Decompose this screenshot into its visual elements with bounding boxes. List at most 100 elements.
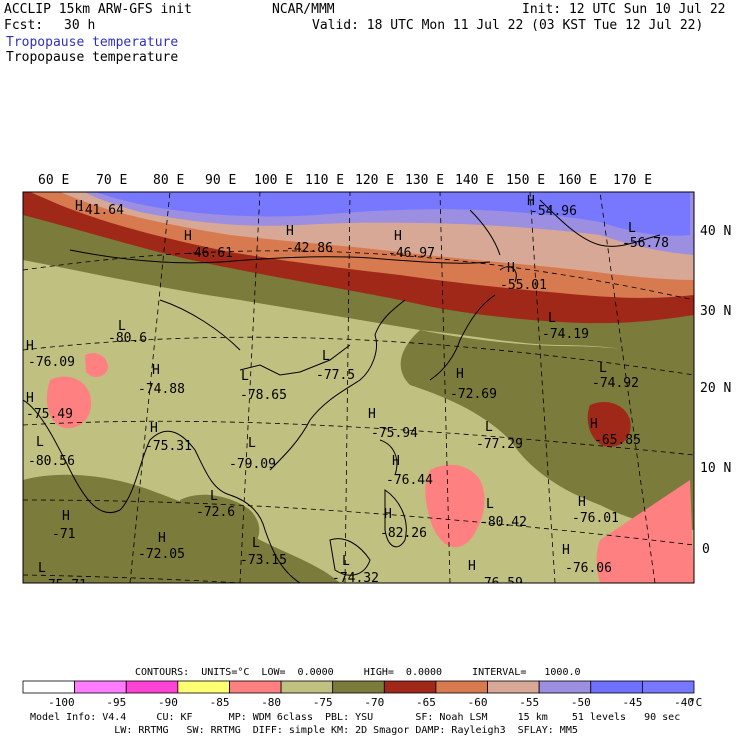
hl-value: -71 bbox=[52, 527, 75, 542]
legend-tick-label: -40 bbox=[674, 696, 694, 709]
hl-value: -76.09 bbox=[28, 355, 75, 370]
legend-tick-label: -95 bbox=[106, 696, 126, 709]
legend-swatch bbox=[538, 680, 592, 694]
lon-label: 80 E bbox=[153, 173, 184, 188]
high-low-markers: H -41.64 H -46.61 H -42.86 H -46.97 H -5… bbox=[26, 194, 669, 593]
hl-mark: L bbox=[486, 497, 494, 512]
lat-label: 10 N bbox=[700, 461, 731, 476]
longitude-labels: 60 E 70 E 80 E 90 E 100 E 110 E 120 E 13… bbox=[38, 173, 652, 188]
legend-swatch bbox=[383, 680, 437, 694]
legend-tick-label: -45 bbox=[623, 696, 643, 709]
hl-mark: H bbox=[562, 543, 570, 558]
hl-mark: H bbox=[158, 531, 166, 546]
hl-value: -46.97 bbox=[388, 246, 435, 261]
legend-swatch bbox=[125, 680, 179, 694]
hl-value: -76.59 bbox=[476, 576, 523, 591]
hl-mark: H bbox=[26, 391, 34, 406]
hl-value: -74.32 bbox=[332, 571, 379, 586]
lon-label: 150 E bbox=[506, 173, 545, 188]
map-frame bbox=[22, 191, 695, 584]
legend-tick-label: -90 bbox=[158, 696, 178, 709]
lat-label: 30 N bbox=[700, 304, 731, 319]
hl-value: -76.06 bbox=[565, 561, 612, 576]
hl-value: -72.05 bbox=[138, 547, 185, 562]
hl-mark: L bbox=[118, 319, 126, 334]
lon-label: 120 E bbox=[355, 173, 394, 188]
hl-mark: L bbox=[38, 561, 46, 576]
hl-value: -46.61 bbox=[186, 246, 233, 261]
hl-mark: L bbox=[252, 536, 260, 551]
hl-value: -72.6 bbox=[196, 505, 235, 520]
legend-tick-label: -65 bbox=[416, 696, 436, 709]
model-title: ACCLIP 15km ARW-GFS init bbox=[4, 2, 192, 17]
hl-mark: H bbox=[456, 367, 464, 382]
hl-value: -74.92 bbox=[592, 376, 639, 391]
hl-value: -82.26 bbox=[380, 526, 427, 541]
hl-mark: H bbox=[392, 454, 400, 469]
lon-label: 160 E bbox=[558, 173, 597, 188]
lon-label: 60 E bbox=[38, 173, 69, 188]
hl-value: -42.86 bbox=[286, 241, 333, 256]
legend-swatch bbox=[74, 680, 127, 694]
hl-value: -72.69 bbox=[450, 387, 497, 402]
legend-tick-label: -80 bbox=[261, 696, 281, 709]
hl-value: -56.78 bbox=[622, 236, 669, 251]
hl-value: -77.29 bbox=[476, 437, 523, 452]
hl-mark: H bbox=[384, 507, 392, 522]
coastlines bbox=[23, 199, 661, 583]
hl-value: -78.65 bbox=[240, 388, 287, 403]
hl-value: -75.71 bbox=[40, 578, 87, 593]
hl-mark: L bbox=[548, 311, 556, 326]
init-time: Init: 12 UTC Sun 10 Jul 22 bbox=[522, 2, 726, 17]
hl-value: -74.19 bbox=[542, 327, 589, 342]
legend-swatch bbox=[435, 680, 488, 694]
lat-label: 20 N bbox=[700, 381, 731, 396]
hl-value: -41.64 bbox=[77, 203, 124, 218]
lat-label: 40 N bbox=[700, 224, 731, 239]
model-info-line2: LW: RRTMG SW: RRTMG DIFF: simple KM: 2D … bbox=[30, 725, 578, 736]
hl-mark: H bbox=[184, 229, 192, 244]
legend-swatch bbox=[590, 680, 643, 694]
legend-tick-label: -60 bbox=[468, 696, 488, 709]
legend-tick-label: -85 bbox=[210, 696, 230, 709]
legend-swatch bbox=[280, 680, 334, 694]
hl-value: -79.09 bbox=[229, 457, 276, 472]
hl-mark: L bbox=[241, 369, 249, 384]
legend-unit: °C bbox=[689, 696, 702, 709]
hl-value: -80.42 bbox=[480, 515, 527, 530]
hl-mark: L bbox=[322, 349, 330, 364]
hl-value: -80.56 bbox=[28, 454, 75, 469]
forecast-label: Fcst: bbox=[4, 18, 44, 33]
hl-mark: L bbox=[599, 361, 607, 376]
lon-label: 90 E bbox=[205, 173, 236, 188]
legend-swatch bbox=[332, 680, 385, 694]
lon-label: 100 E bbox=[254, 173, 293, 188]
hl-mark: H bbox=[590, 417, 598, 432]
hl-mark: L bbox=[342, 554, 350, 569]
legend-swatch bbox=[229, 680, 282, 694]
hl-value: -75.31 bbox=[145, 439, 192, 454]
org-label: NCAR/MMM bbox=[272, 2, 335, 17]
hl-mark: L bbox=[248, 436, 256, 451]
valid-time: Valid: 18 UTC Mon 11 Jul 22 (03 KST Tue … bbox=[312, 18, 704, 33]
legend-tick-label: -50 bbox=[571, 696, 591, 709]
hl-mark: H bbox=[150, 421, 158, 436]
legend-swatch bbox=[177, 680, 230, 694]
lon-label: 110 E bbox=[305, 173, 344, 188]
contours-info: CONTOURS: UNITS=°C LOW= 0.0000 HIGH= 0.0… bbox=[135, 667, 581, 678]
hl-mark: H bbox=[527, 194, 535, 209]
hl-mark: L bbox=[36, 435, 44, 450]
hl-mark: H bbox=[152, 363, 160, 378]
lat-label: 0 bbox=[702, 542, 710, 557]
legend-tick-label: -55 bbox=[519, 696, 539, 709]
hl-mark: H bbox=[62, 509, 70, 524]
hl-value: -80.6 bbox=[108, 331, 147, 346]
hl-mark: L bbox=[485, 420, 493, 435]
hl-mark: H bbox=[394, 229, 402, 244]
forecast-hours: 30 h bbox=[64, 18, 96, 33]
lon-label: 170 E bbox=[613, 173, 652, 188]
legend-tick-label: -75 bbox=[313, 696, 333, 709]
field-title-contour: Tropopause temperature bbox=[6, 50, 179, 65]
hl-value: -65.85 bbox=[594, 433, 641, 448]
latitude-labels: 40 N 30 N 20 N 10 N 0 bbox=[700, 224, 731, 557]
